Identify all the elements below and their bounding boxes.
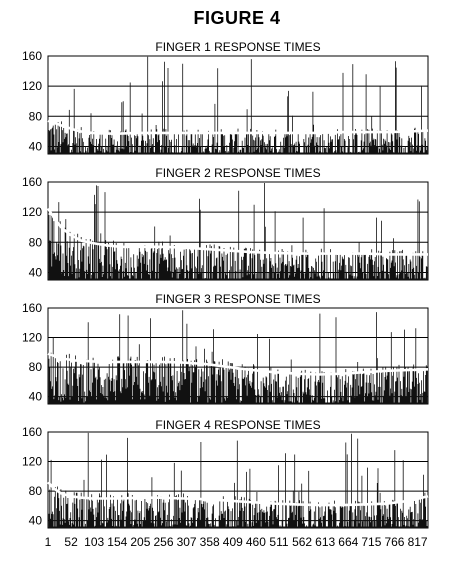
panel-3-y-tick-120: 120 (22, 331, 42, 345)
x-tick-103: 103 (84, 535, 104, 549)
x-tick-613: 613 (315, 535, 335, 549)
panel-1-title: FINGER 1 RESPONSE TIMES (155, 40, 321, 54)
x-tick-256: 256 (153, 535, 173, 549)
panel-4-response-trace (48, 432, 428, 528)
panel-1-y-tick-40: 40 (29, 139, 43, 153)
panel-1-y-tick-160: 160 (22, 49, 42, 63)
panel-1-mean-curve (47, 119, 429, 135)
panel-4-y-tick-40: 40 (29, 514, 43, 528)
x-tick-460: 460 (246, 535, 266, 549)
x-tick-817: 817 (408, 535, 428, 549)
panel-3-response-trace (48, 310, 428, 404)
panel-4-y-tick-120: 120 (22, 455, 42, 469)
panel-3-mean-curve (47, 352, 429, 376)
x-tick-358: 358 (200, 535, 220, 549)
x-tick-664: 664 (338, 535, 358, 549)
x-tick-562: 562 (292, 535, 312, 549)
x-tick-205: 205 (130, 535, 150, 549)
panel-3-y-tick-40: 40 (29, 390, 43, 404)
x-tick-154: 154 (107, 535, 127, 549)
x-tick-715: 715 (361, 535, 381, 549)
x-tick-409: 409 (223, 535, 243, 549)
panel-1-y-tick-80: 80 (29, 109, 43, 123)
x-tick-766: 766 (384, 535, 404, 549)
panel-4-frame (47, 431, 429, 529)
x-tick-511: 511 (269, 535, 288, 549)
panel-2-title: FINGER 2 RESPONSE TIMES (155, 166, 321, 180)
panel-3-title: FINGER 3 RESPONSE TIMES (155, 292, 321, 306)
panel-2-mean-curve (46, 207, 428, 256)
panel-3-y-tick-80: 80 (29, 360, 43, 374)
panel-4-mean-curve (47, 481, 429, 507)
panel-2-y-tick-120: 120 (22, 205, 42, 219)
x-tick-307: 307 (177, 535, 197, 549)
panel-2-y-tick-160: 160 (22, 175, 42, 189)
x-tick-1: 1 (45, 535, 52, 549)
panel-4-title: FINGER 4 RESPONSE TIMES (155, 418, 321, 432)
panel-3-y-tick-160: 160 (22, 301, 42, 315)
figure-title: FIGURE 4 (193, 8, 281, 28)
panel-2-y-tick-40: 40 (29, 265, 43, 279)
x-tick-52: 52 (64, 535, 78, 549)
panel-1-y-tick-120: 120 (22, 79, 42, 93)
panel-4-y-tick-160: 160 (22, 425, 42, 439)
panel-2-response-trace (48, 183, 428, 280)
panel-2-y-tick-80: 80 (29, 235, 43, 249)
panel-4-y-tick-80: 80 (29, 484, 43, 498)
